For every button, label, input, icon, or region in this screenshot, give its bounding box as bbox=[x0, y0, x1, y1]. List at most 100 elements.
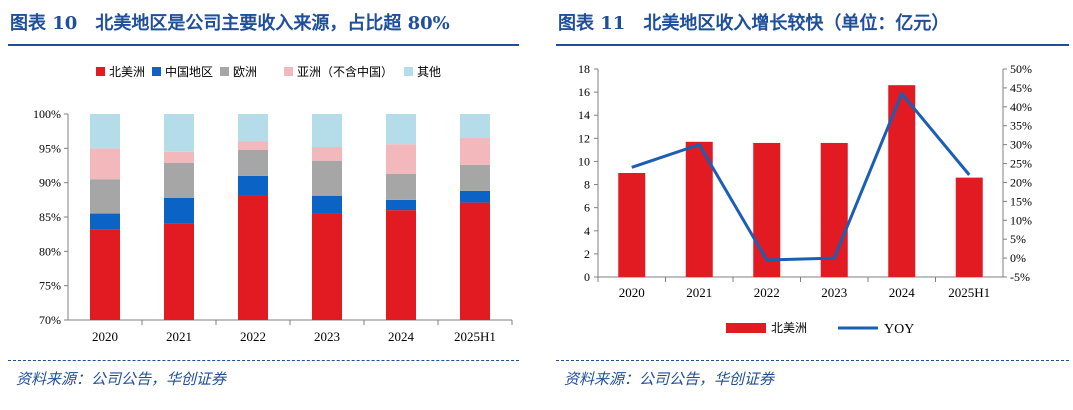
y-tick-label-right: 25% bbox=[1010, 157, 1032, 171]
bar-segment bbox=[386, 114, 416, 145]
bar-segment bbox=[90, 114, 120, 149]
y-tick-label: 80% bbox=[39, 244, 61, 258]
y-tick-label-right: 30% bbox=[1010, 138, 1032, 152]
bar-segment bbox=[460, 114, 490, 139]
bar-segment bbox=[238, 141, 268, 150]
legend-label: 其他 bbox=[417, 65, 441, 79]
y-tick-label: 100% bbox=[33, 107, 61, 121]
y-tick-label-left: 2 bbox=[584, 247, 590, 261]
y-tick-label-right: 20% bbox=[1010, 175, 1032, 189]
bar bbox=[955, 177, 983, 277]
legend-swatch bbox=[96, 67, 105, 76]
bar-segment bbox=[386, 210, 416, 320]
bar bbox=[753, 142, 781, 277]
figure-right-source: 资料来源：公司公告，华创证券 bbox=[564, 370, 775, 388]
legend-label: 北美洲 bbox=[109, 65, 145, 79]
legend-label: 中国地区 bbox=[165, 64, 213, 79]
figure-right-title: 图表 11 北美地区收入增长较快（单位：亿元） bbox=[558, 13, 950, 34]
title-rule bbox=[556, 44, 1069, 46]
y-tick-label-left: 18 bbox=[578, 62, 590, 76]
y-tick-label-left: 14 bbox=[578, 108, 590, 122]
source-rule bbox=[8, 360, 519, 361]
y-tick-label-right: 5% bbox=[1010, 232, 1026, 246]
y-tick-label-left: 12 bbox=[578, 131, 590, 145]
bar-segment bbox=[312, 195, 342, 214]
y-tick-label-right: 0% bbox=[1010, 251, 1026, 265]
y-tick-label-left: 10 bbox=[578, 154, 590, 168]
y-tick-label: 95% bbox=[39, 141, 61, 155]
bar-segment bbox=[90, 148, 120, 180]
y-tick-label-left: 4 bbox=[584, 224, 590, 238]
bar-segment bbox=[164, 151, 194, 163]
figure-left-source: 资料来源：公司公告，华创证券 bbox=[16, 370, 227, 388]
y-tick-label-right: 35% bbox=[1010, 119, 1032, 133]
x-tick-label: 2023 bbox=[821, 285, 847, 300]
legend-swatch-bar bbox=[726, 323, 766, 333]
bar-segment bbox=[312, 213, 342, 320]
source-rule bbox=[556, 360, 1069, 361]
y-tick-label-right: 40% bbox=[1010, 100, 1032, 114]
y-tick-label: 70% bbox=[39, 313, 61, 327]
y-tick-label-right: 45% bbox=[1010, 81, 1032, 95]
figure-right: 图表 11 北美地区收入增长较快（单位：亿元） 0 2 4 6 8 10 12 14 16 18 -… bbox=[548, 0, 1073, 410]
legend-swatch bbox=[404, 67, 413, 76]
x-tick-label: 2024 bbox=[889, 285, 916, 300]
x-tick-label: 2025H1 bbox=[454, 329, 496, 344]
title-rule bbox=[8, 44, 519, 46]
legend-label: 亚洲（不含中国） bbox=[297, 64, 393, 79]
x-tick-label: 2021 bbox=[166, 329, 192, 344]
x-tick-label: 2024 bbox=[388, 329, 415, 344]
y-tick-label-left: 8 bbox=[584, 178, 590, 192]
legend-label-bar: 北美洲 bbox=[771, 321, 807, 335]
legend-swatch bbox=[284, 67, 293, 76]
x-tick-label: 2023 bbox=[314, 329, 340, 344]
x-tick-label: 2021 bbox=[686, 285, 712, 300]
x-tick-label: 2022 bbox=[240, 329, 266, 344]
bar-segment bbox=[164, 162, 194, 198]
y-tick-label-left: 0 bbox=[584, 270, 590, 284]
bar-segment bbox=[238, 149, 268, 176]
legend-label-line: YOY bbox=[884, 322, 914, 337]
bar-segment bbox=[386, 173, 416, 200]
bar-segment bbox=[238, 114, 268, 142]
bar-segment bbox=[164, 223, 194, 320]
x-tick-label: 2025H1 bbox=[948, 285, 990, 300]
bar-segment bbox=[386, 199, 416, 211]
x-tick-label: 2020 bbox=[92, 329, 118, 344]
legend-label: 欧洲 bbox=[233, 65, 257, 79]
bar-segment bbox=[238, 195, 268, 320]
legend-swatch bbox=[152, 67, 161, 76]
bar-segment bbox=[90, 229, 120, 320]
revenue-growth-chart: 0 2 4 6 8 10 12 14 16 18 -5% 0% 5% 10% 15% 20% 25% 30% 35%… bbox=[578, 62, 1032, 337]
x-tick-label: 2022 bbox=[754, 285, 780, 300]
stacked-share-chart: 北美洲 中国地区 欧洲 亚洲（不含中国） 其他 70% 75% 80% 85% 90% 95% 100… bbox=[33, 64, 513, 344]
bar-segment bbox=[460, 190, 490, 203]
y-tick-label-right: -5% bbox=[1010, 270, 1030, 284]
legend-swatch bbox=[220, 67, 229, 76]
bar-segment bbox=[164, 114, 194, 152]
bar-segment bbox=[312, 146, 342, 161]
bar-segment bbox=[386, 144, 416, 174]
y-tick-label-right: 15% bbox=[1010, 194, 1032, 208]
bar-segment bbox=[460, 138, 490, 165]
yoy-line bbox=[631, 92, 971, 262]
bar-segment bbox=[238, 175, 268, 196]
figure-left: 图表 10 北美地区是公司主要收入来源，占比超 80% 北美洲 中国地区 欧洲 亚洲（… bbox=[0, 0, 523, 410]
y-tick-label-left: 16 bbox=[578, 85, 590, 99]
y-tick-label: 90% bbox=[39, 176, 61, 190]
bar bbox=[685, 141, 713, 277]
bar bbox=[618, 173, 646, 277]
bar-segment bbox=[312, 160, 342, 196]
y-tick-label-left: 6 bbox=[584, 201, 590, 215]
bar-segment bbox=[90, 179, 120, 214]
bar-segment bbox=[312, 114, 342, 147]
y-tick-label-right: 10% bbox=[1010, 213, 1032, 227]
y-tick-label: 75% bbox=[39, 279, 61, 293]
bar-segment bbox=[460, 164, 490, 191]
bar-segment bbox=[164, 197, 194, 224]
y-tick-label: 85% bbox=[39, 210, 61, 224]
bar-segment bbox=[460, 202, 490, 320]
figure-left-title: 图表 10 北美地区是公司主要收入来源，占比超 80% bbox=[10, 13, 450, 34]
bar-segment bbox=[90, 213, 120, 230]
x-tick-label: 2020 bbox=[619, 285, 645, 300]
